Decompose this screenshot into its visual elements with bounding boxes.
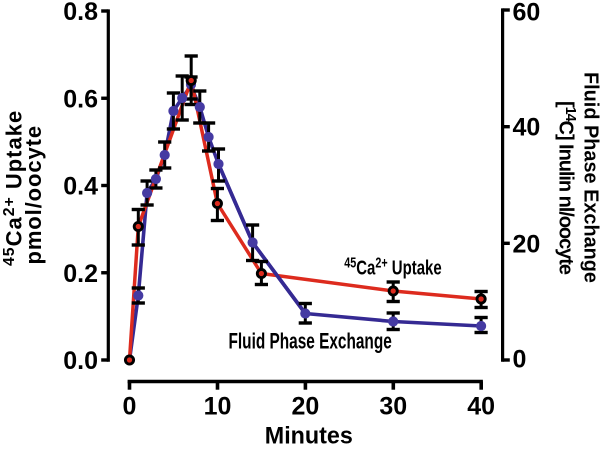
svg-text:30: 30 — [379, 393, 407, 421]
svg-text:Fluid Phase Exchange: Fluid Phase Exchange — [229, 330, 392, 354]
svg-text:20: 20 — [513, 230, 541, 258]
svg-text:0.6: 0.6 — [63, 85, 98, 113]
svg-text:0.0: 0.0 — [63, 347, 98, 375]
svg-text:[14C] Inulin nl/oocyte: [14C] Inulin nl/oocyte — [555, 101, 579, 275]
svg-text:0: 0 — [123, 393, 137, 421]
svg-text:40: 40 — [467, 393, 495, 421]
svg-text:45Ca2+ Uptake: 45Ca2+ Uptake — [344, 254, 441, 279]
svg-text:20: 20 — [291, 393, 319, 421]
svg-text:10: 10 — [204, 393, 232, 421]
svg-text:Minutes: Minutes — [265, 423, 353, 445]
svg-text:40: 40 — [513, 114, 541, 142]
svg-text:0.8: 0.8 — [63, 0, 98, 26]
svg-text:Fluid Phase Exchange: Fluid Phase Exchange — [580, 72, 600, 283]
svg-text:0: 0 — [513, 346, 527, 374]
svg-text:60: 60 — [513, 0, 541, 27]
svg-text:0.2: 0.2 — [63, 260, 98, 288]
svg-text:0.4: 0.4 — [63, 173, 98, 201]
svg-text:pmol/oocyte: pmol/oocyte — [21, 125, 46, 264]
